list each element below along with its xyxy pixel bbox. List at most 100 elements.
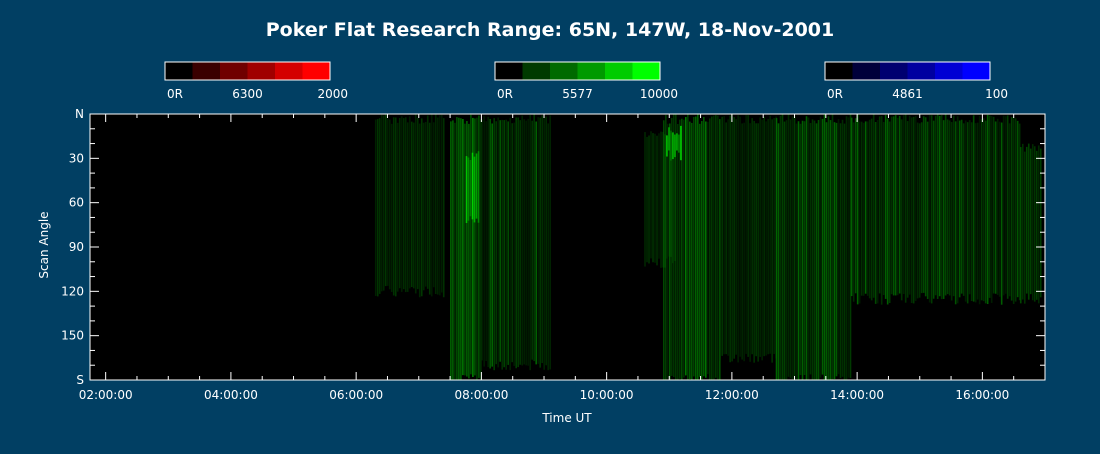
emission-streak — [392, 117, 395, 296]
emission-streak — [988, 115, 991, 298]
emission-streak — [478, 115, 480, 378]
emission-streak — [501, 119, 503, 370]
emission-streak — [763, 116, 765, 357]
emission-streak — [673, 114, 675, 378]
emission-streak — [753, 120, 755, 363]
emission-streak — [521, 115, 523, 366]
emission-streak — [1004, 116, 1007, 294]
emission-streak — [972, 115, 975, 302]
emission-streak — [739, 116, 741, 357]
emission-streak — [773, 118, 775, 354]
emission-streak — [942, 120, 945, 299]
emission-streak — [719, 123, 721, 361]
emission-streak — [900, 119, 903, 301]
emission-streak — [990, 116, 993, 303]
emission-streak — [823, 114, 826, 381]
emission-streak — [672, 132, 674, 160]
colorbar-label: 5577 — [562, 87, 593, 101]
emission-streak — [1000, 122, 1003, 305]
emission-streak — [687, 114, 689, 381]
emission-streak — [870, 118, 873, 301]
y-tick-label: 30 — [69, 151, 84, 165]
emission-streak — [938, 115, 941, 297]
colorbar-swatch — [165, 62, 193, 80]
emission-region — [719, 114, 777, 363]
emission-streak — [499, 120, 501, 362]
emission-streak — [735, 119, 737, 355]
emission-streak — [408, 116, 411, 289]
emission-streak — [681, 118, 683, 380]
emission-streak — [1019, 147, 1022, 304]
emission-streak — [793, 115, 796, 381]
emission-streak — [497, 117, 499, 368]
emission-streak — [699, 123, 701, 377]
colorbar-swatch — [825, 62, 853, 80]
emission-streak — [946, 119, 949, 295]
x-tick-label: 14:00:00 — [830, 388, 884, 402]
emission-streak — [976, 122, 979, 300]
emission-streak — [920, 122, 923, 294]
emission-streak — [674, 134, 676, 158]
colorbar-label: 2000 — [317, 87, 348, 101]
emission-streak — [749, 123, 751, 362]
emission-streak — [382, 115, 385, 291]
colorbar-swatch — [962, 62, 991, 80]
emission-streak — [711, 116, 713, 380]
emission-streak — [833, 122, 836, 380]
emission-streak — [390, 123, 393, 292]
emission-streak — [470, 114, 472, 375]
emission-streak — [733, 117, 735, 359]
emission-streak — [458, 117, 460, 380]
emission-streak — [678, 134, 680, 153]
emission-streak — [1027, 143, 1030, 300]
emission-streak — [860, 121, 863, 296]
emission-streak — [420, 118, 423, 297]
emission-streak — [1002, 115, 1005, 296]
emission-streak — [854, 118, 857, 294]
emission-streak — [464, 123, 466, 376]
emission-streak — [918, 123, 921, 298]
emission-region — [481, 114, 551, 371]
y-tick-label: S — [76, 373, 84, 387]
emission-streak — [817, 120, 820, 381]
x-tick-label: 10:00:00 — [580, 388, 634, 402]
emission-streak — [904, 114, 907, 303]
emission-streak — [801, 120, 804, 381]
emission-streak — [1014, 118, 1017, 302]
colorbar-swatch — [935, 62, 963, 80]
emission-streak — [509, 117, 511, 371]
emission-streak — [930, 115, 933, 304]
emission-streak — [400, 116, 403, 292]
emission-streak — [898, 115, 901, 294]
x-tick-label: 06:00:00 — [329, 388, 383, 402]
emission-streak — [654, 133, 656, 263]
emission-streak — [1012, 116, 1015, 304]
emission-streak — [679, 119, 681, 379]
emission-streak — [966, 122, 969, 304]
emission-streak — [932, 120, 935, 299]
emission-streak — [777, 123, 780, 381]
emission-streak — [1021, 143, 1024, 300]
emission-streak — [691, 122, 693, 380]
emission-streak — [695, 116, 697, 380]
emission-streak — [970, 122, 973, 302]
emission-streak — [398, 118, 401, 289]
emission-streak — [519, 120, 521, 365]
emission-streak — [660, 131, 662, 268]
emission-streak — [475, 153, 478, 219]
emission-streak — [926, 121, 929, 300]
emission-streak — [483, 116, 485, 367]
colorbar-swatch — [632, 62, 661, 80]
emission-streak — [450, 121, 452, 381]
emission-streak — [974, 123, 977, 303]
colorbar-swatch — [220, 62, 248, 80]
emission-streak — [852, 122, 855, 302]
emission-streak — [465, 156, 468, 224]
emission-streak — [434, 114, 437, 294]
emission-streak — [856, 114, 859, 305]
emission-streak — [795, 123, 798, 381]
emission-streak — [960, 119, 963, 294]
emission-streak — [539, 117, 541, 368]
colorbar-swatch — [880, 62, 908, 80]
